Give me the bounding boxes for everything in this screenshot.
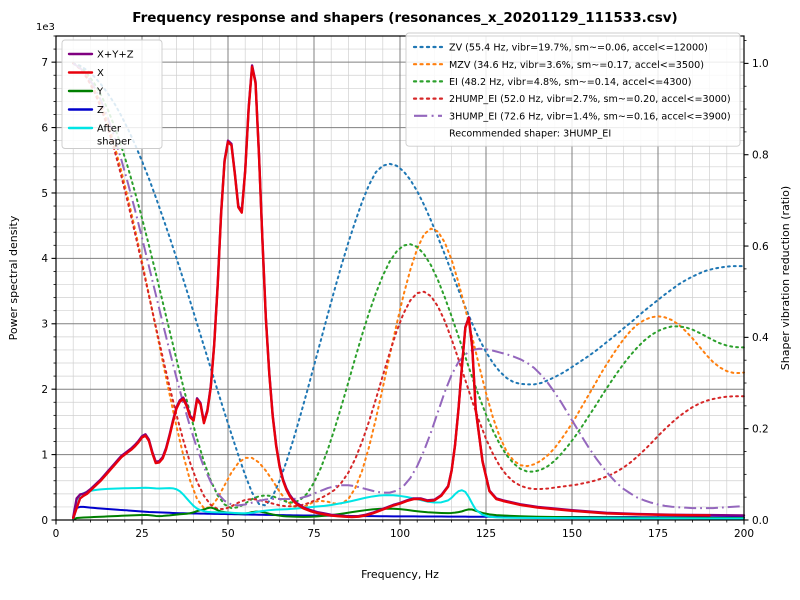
legend-axes-box	[61, 39, 163, 149]
y2-tick-label: 0.2	[752, 423, 769, 435]
x-tick-label: 25	[135, 528, 148, 540]
psd-curve-x	[72, 65, 711, 520]
x-tick-label: 125	[476, 528, 496, 540]
page-title: Frequency response and shapers (resonanc…	[132, 10, 677, 26]
legend-axes-label-line2: shaper	[97, 137, 132, 148]
y-axis-label: Power spectral density	[7, 215, 20, 340]
psd-curve-after-shaper	[72, 486, 745, 520]
x-axis-label: Frequency, Hz	[361, 568, 439, 581]
legend-shaper-label-2hump_ei[interactable]: 2HUMP_EI (52.0 Hz, vibr=2.7%, sm~=0.20, …	[449, 94, 731, 105]
shaper-curve-zv	[72, 62, 745, 507]
y2-tick-label: 0.4	[752, 332, 769, 344]
y2-axis-ticks: 0.0 0.2 0.4 0.6 0.8 1.0	[744, 40, 769, 527]
legend-axes-label: Z	[97, 105, 104, 116]
x-tick-label: 200	[734, 528, 754, 540]
legend-axes-label: X+Y+Z	[97, 50, 134, 61]
y2-axis-label: Shaper vibration reduction (ratio)	[779, 186, 792, 370]
shaper-curve-ei	[72, 62, 745, 510]
legend-shaper-label-zv[interactable]: ZV (55.4 Hz, vibr=19.7%, sm~=0.06, accel…	[449, 43, 708, 54]
y2-tick-label: 0.6	[752, 241, 769, 253]
recommended-shaper-text: Recommended shaper: 3HUMP_EI	[449, 129, 611, 140]
x-tick-label: 100	[390, 528, 410, 540]
legend-axes[interactable]: X+Y+Z XYZ After shaper	[61, 39, 163, 149]
legend-shapers-box	[405, 32, 741, 147]
shaper-curve-2hump_ei	[72, 62, 745, 511]
x-tick-label: 150	[562, 528, 582, 540]
legend-shaper-label-mzv[interactable]: MZV (34.6 Hz, vibr=3.6%, sm~=0.17, accel…	[449, 60, 704, 71]
x-tick-label: 175	[648, 528, 668, 540]
y-tick-label: 5	[41, 188, 48, 200]
legend-shaper-label-3hump_ei[interactable]: 3HUMP_EI (72.6 Hz, vibr=1.4%, sm~=0.16, …	[449, 111, 731, 122]
y-tick-label: 0	[41, 515, 48, 527]
shaper-curve-mzv	[72, 62, 745, 510]
y-tick-label: 7	[41, 57, 48, 69]
legend-axes-label: Y	[96, 87, 104, 98]
y2-tick-label: 0.8	[752, 150, 769, 162]
shaper-curve-3hump_ei	[72, 62, 744, 510]
x-tick-label: 50	[221, 528, 234, 540]
y-tick-label: 6	[41, 122, 48, 134]
y-tick-label: 1	[41, 449, 48, 461]
x-tick-label: 0	[53, 528, 60, 540]
y-tick-label: 2	[41, 384, 48, 396]
psd-curve-z	[72, 505, 745, 521]
data-curves	[72, 62, 746, 521]
y2-tick-label: 1.0	[752, 58, 769, 70]
legend-shaper-label-ei[interactable]: EI (48.2 Hz, vibr=4.8%, sm~=0.14, accel<…	[449, 77, 691, 88]
y-tick-label: 4	[41, 253, 48, 265]
y-axis-ticks: 0 1 2 3 4 5 6 7	[41, 35, 56, 527]
y-axis-exponent-label: 1e3	[36, 22, 55, 33]
legend-axes-label: X	[97, 68, 104, 79]
x-axis-ticks: 0 25 50 75 100 125 150 175 200	[53, 520, 754, 540]
x-tick-label: 75	[307, 528, 320, 540]
y-tick-label: 3	[41, 319, 48, 331]
y2-tick-label: 0.0	[752, 515, 769, 527]
legend-axes-label: After	[97, 124, 122, 135]
legend-shapers[interactable]: ZV (55.4 Hz, vibr=19.7%, sm~=0.06, accel…	[405, 32, 741, 147]
